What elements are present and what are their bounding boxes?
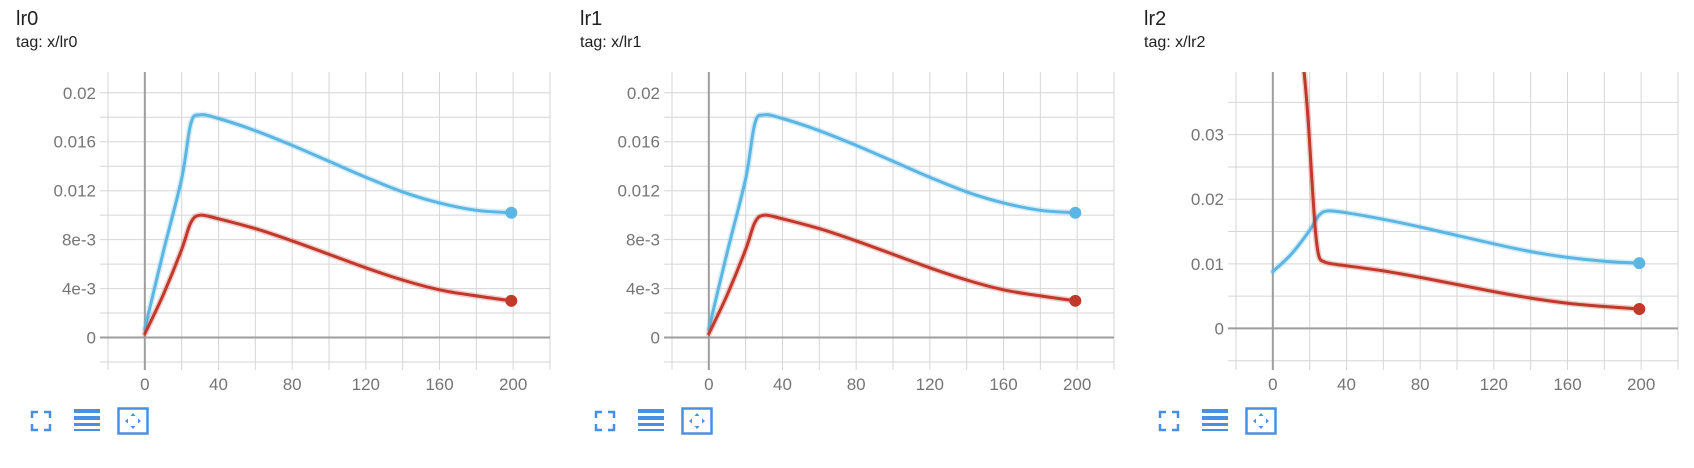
x-tick-label: 200 <box>1063 375 1091 394</box>
y-tick-label: 0.02 <box>63 84 96 103</box>
x-tick-label: 0 <box>140 375 149 394</box>
x-tick-label: 40 <box>209 375 228 394</box>
y-tick-label: 0.016 <box>617 133 660 152</box>
series-line-red[interactable] <box>143 213 513 336</box>
list-icon <box>74 409 100 431</box>
y-tick-label: 0.01 <box>1191 255 1224 274</box>
y-tick-label: 0.012 <box>617 182 660 201</box>
series-endpoint-blue[interactable] <box>1069 206 1082 219</box>
fullscreen-button[interactable] <box>588 404 622 438</box>
y-tick-label: 0.02 <box>1191 190 1224 209</box>
x-tick-label: 120 <box>1480 375 1508 394</box>
x-tick-label: 80 <box>847 375 866 394</box>
x-tick-label: 80 <box>1411 375 1430 394</box>
x-tick-label: 120 <box>352 375 380 394</box>
series-line-red-raw <box>1301 72 1643 312</box>
x-tick-label: 80 <box>283 375 302 394</box>
toggle-log-scale-button[interactable] <box>634 404 668 438</box>
chart-tag: tag: x/lr0 <box>16 34 78 51</box>
series-line-blue[interactable] <box>143 113 513 331</box>
chart-card-lr2: lr2 tag: x/lr2 0 40 80 120 160 200 0 0.01 0.02 0.… <box>1128 0 1680 468</box>
series-line-red-raw <box>141 212 515 337</box>
series-line-blue[interactable] <box>1271 209 1641 274</box>
fit-domain-button[interactable] <box>680 404 714 438</box>
x-tick-label: 160 <box>1553 375 1581 394</box>
chart-title: lr0 <box>16 8 39 30</box>
toggle-log-scale-button[interactable] <box>70 404 104 438</box>
x-tick-label: 160 <box>989 375 1017 394</box>
chart-tag: tag: x/lr2 <box>1144 34 1206 51</box>
series-group <box>141 111 515 337</box>
series-endpoint-red[interactable] <box>505 294 518 307</box>
fit-domain-icon <box>117 407 149 435</box>
x-tick-label: 200 <box>1627 375 1655 394</box>
x-tick-label: 40 <box>773 375 792 394</box>
fit-domain-icon <box>681 407 713 435</box>
list-icon <box>1202 409 1228 431</box>
x-tick-label: 0 <box>1268 375 1277 394</box>
line-chart[interactable]: 0 40 80 120 160 200 0 4e-3 8e-3 0.012 0.016 0.02 <box>0 0 552 400</box>
chart-card-lr1: lr1 tag: x/lr1 0 40 80 120 160 200 0 4e-3 8e-3 0.… <box>564 0 1116 468</box>
x-tick-label: 200 <box>499 375 527 394</box>
fullscreen-button[interactable] <box>1152 404 1186 438</box>
y-tick-label: 0 <box>1215 319 1224 338</box>
y-tick-label: 0.012 <box>53 182 96 201</box>
y-tick-label: 0.02 <box>627 84 660 103</box>
fit-domain-button[interactable] <box>1244 404 1278 438</box>
chart-card-lr0: lr0 tag: x/lr0 0 40 80 120 160 200 0 4e-3 8e-3 0.… <box>0 0 552 468</box>
series-line-blue-raw <box>141 111 515 332</box>
fullscreen-icon <box>30 410 52 432</box>
y-tick-label: 4e-3 <box>626 280 660 299</box>
x-tick-label: 0 <box>704 375 713 394</box>
series-group <box>1269 72 1643 312</box>
chart-title: lr2 <box>1144 8 1167 30</box>
series-line-red[interactable] <box>707 213 1077 336</box>
y-tick-label: 8e-3 <box>62 231 96 250</box>
series-endpoint-red[interactable] <box>1069 294 1082 307</box>
series-line-red-raw <box>705 212 1079 337</box>
x-tick-label: 120 <box>916 375 944 394</box>
series-endpoint-blue[interactable] <box>505 206 518 219</box>
y-tick-label: 0.03 <box>1191 126 1224 145</box>
y-tick-label: 0 <box>87 329 96 348</box>
fit-domain-icon <box>1245 407 1277 435</box>
y-tick-label: 8e-3 <box>626 231 660 250</box>
toggle-log-scale-button[interactable] <box>1198 404 1232 438</box>
series-line-blue[interactable] <box>707 113 1077 331</box>
fullscreen-button[interactable] <box>24 404 58 438</box>
line-chart[interactable]: 0 40 80 120 160 200 0 4e-3 8e-3 0.012 0.016 0.02 <box>564 0 1116 400</box>
chart-title: lr1 <box>580 8 603 30</box>
y-tick-label: 0.016 <box>53 133 96 152</box>
x-tick-label: 40 <box>1337 375 1356 394</box>
series-endpoint-red[interactable] <box>1633 303 1646 316</box>
fullscreen-icon <box>594 410 616 432</box>
series-endpoint-blue[interactable] <box>1633 257 1646 270</box>
list-icon <box>638 409 664 431</box>
series-line-red[interactable] <box>1302 72 1641 311</box>
x-tick-label: 160 <box>425 375 453 394</box>
y-tick-label: 4e-3 <box>62 280 96 299</box>
y-tick-label: 0 <box>651 329 660 348</box>
line-chart[interactable]: 0 40 80 120 160 200 0 0.01 0.02 0.03 <box>1128 0 1680 400</box>
series-group <box>705 111 1079 337</box>
fit-domain-button[interactable] <box>116 404 150 438</box>
fullscreen-icon <box>1158 410 1180 432</box>
series-line-blue-raw <box>705 111 1079 332</box>
chart-tag: tag: x/lr1 <box>580 34 642 51</box>
